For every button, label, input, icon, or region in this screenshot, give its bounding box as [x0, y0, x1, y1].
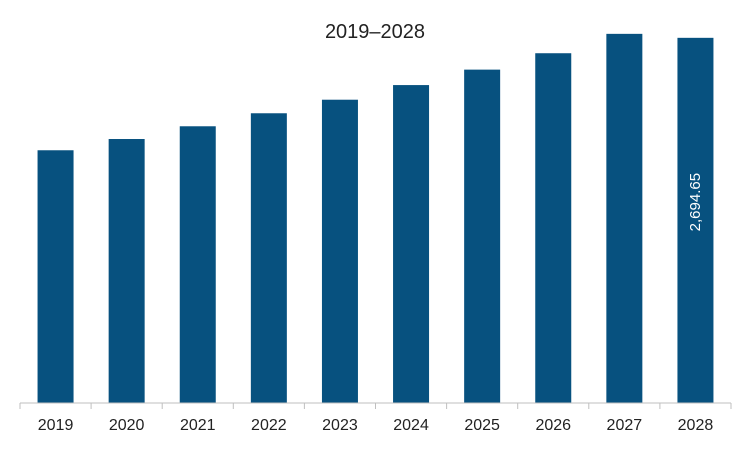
- x-tick-label: 2028: [678, 417, 714, 434]
- bar-2027: [606, 33, 643, 403]
- x-tick-label: 2025: [464, 417, 500, 434]
- x-tick-label: 2020: [109, 417, 145, 434]
- x-tick-label: 2023: [322, 417, 358, 434]
- x-axis-ticks: [19, 403, 732, 409]
- bar-2020: [108, 139, 145, 403]
- x-tick-label: 2022: [251, 417, 287, 434]
- x-tick-label: 2019: [38, 417, 74, 434]
- bars-group: [37, 33, 714, 404]
- bar-2024: [393, 85, 430, 404]
- data-label-2028: 2,694.65: [687, 173, 704, 231]
- x-axis-tick-labels: 2019 2020 2021 2022 2023 2024 2025 2026 2027 2028: [38, 417, 714, 434]
- bar-2021: [179, 126, 216, 403]
- x-tick-label: 2026: [535, 417, 571, 434]
- bar-2022: [250, 113, 287, 404]
- bar-2023: [321, 99, 358, 404]
- x-tick-label: 2021: [180, 417, 216, 434]
- bar-2019: [37, 150, 74, 403]
- bar-2025: [464, 69, 501, 403]
- x-tick-label: 2024: [393, 417, 429, 434]
- data-labels: 2,694.65: [687, 173, 704, 231]
- chart-title: 2019–2028: [325, 21, 425, 43]
- bar-2026: [535, 53, 572, 403]
- bar-2028: [677, 37, 714, 404]
- x-tick-label: 2027: [607, 417, 643, 434]
